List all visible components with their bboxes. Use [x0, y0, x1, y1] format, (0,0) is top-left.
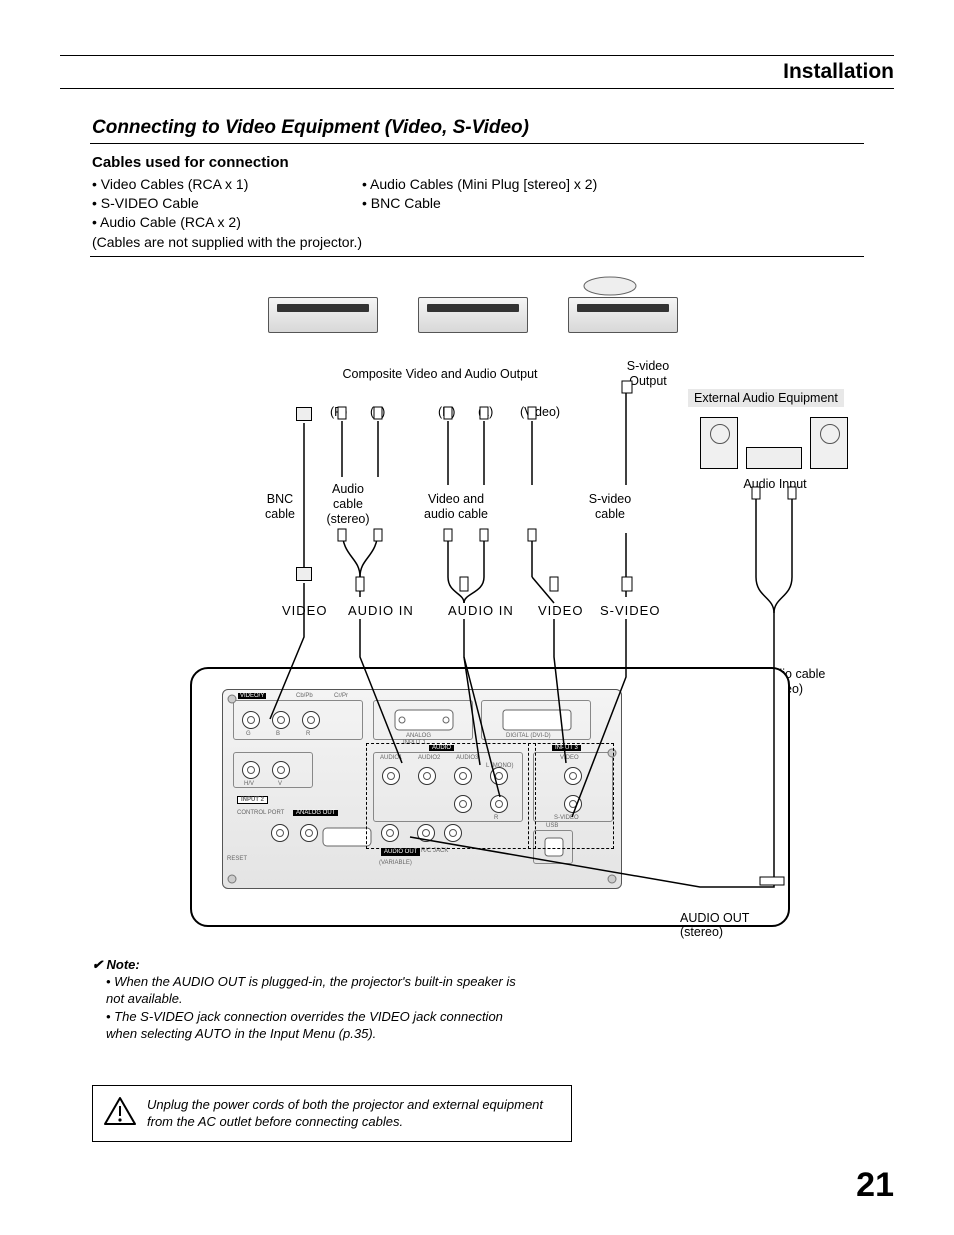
lbl-hv: H/V — [244, 781, 254, 787]
audio-out-label: AUDIO OUT(stereo) — [680, 911, 749, 939]
lbl-b: B — [276, 731, 280, 737]
port-audio-1: AUDIO IN — [348, 603, 414, 618]
lbl-digital: DIGITAL (DVI-D) — [506, 733, 551, 739]
header-section: Installation — [60, 60, 894, 84]
bnc-top — [296, 407, 312, 421]
lbl-control: CONTROL PORT — [237, 810, 284, 816]
port-video-1: VIDEO — [282, 603, 327, 618]
cables-note: (Cables are not supplied with the projec… — [92, 234, 894, 250]
note-item: • When the AUDIO OUT is plugged-in, the … — [106, 973, 536, 1008]
lbl-r: R — [306, 731, 310, 737]
composite-label: Composite Video and Audio Output — [310, 367, 570, 381]
ch-R-2: (R) — [438, 405, 455, 419]
lbl-analogout: ANALOG OUT — [293, 810, 338, 816]
audio-input-label: Audio Input — [730, 477, 820, 491]
callout-audio — [366, 743, 536, 849]
svideo-cable-label: S-video cable — [580, 492, 640, 522]
lbl-audioout: AUDIO OUT — [381, 848, 420, 856]
port-svideo: S-VIDEO — [600, 603, 660, 618]
cable-item: • Video Cables (RCA x 1) — [92, 175, 362, 194]
rule-top — [60, 55, 894, 56]
connection-diagram: Composite Video and Audio Output S-video… — [60, 277, 894, 947]
panel-input1: VIDEO/Y G B R Cb/Pb Cr/Pr — [233, 700, 363, 740]
rule-top-2 — [60, 88, 894, 89]
ch-L-2: (L) — [478, 405, 493, 419]
page-number: 21 — [856, 1166, 894, 1205]
cables-left-col: • Video Cables (RCA x 1) • S-VIDEO Cable… — [92, 175, 362, 232]
cables-columns: • Video Cables (RCA x 1) • S-VIDEO Cable… — [92, 175, 894, 232]
lbl-input1: VIDEO/Y — [238, 693, 266, 699]
cable-item: • Audio Cables (Mini Plug [stereo] x 2) — [362, 175, 632, 194]
note-heading: ✔ Note: — [92, 957, 894, 973]
amplifier — [746, 447, 802, 469]
lbl-g: G — [246, 731, 251, 737]
speaker-right — [810, 417, 848, 469]
audio-cable-stereo-label: Audio cable (stereo) — [318, 482, 378, 527]
lbl-reset: RESET — [227, 856, 247, 862]
video-audio-cable-label: Video and audio cable — [416, 492, 496, 522]
svideo-out-label: S-video Output — [608, 359, 688, 389]
warning-text: Unplug the power cords of both the proje… — [147, 1097, 543, 1130]
disc-lid-icon — [580, 275, 640, 297]
note-block: ✔ Note: • When the AUDIO OUT is plugged-… — [92, 957, 894, 1043]
rule-section — [90, 143, 864, 144]
rule-cables-end — [90, 256, 864, 257]
lbl-v: V — [278, 781, 282, 787]
panel-hv: H/V V — [233, 752, 313, 788]
ext-audio-label: External Audio Equipment — [688, 389, 844, 407]
cable-item: • BNC Cable — [362, 194, 632, 213]
page-title: Connecting to Video Equipment (Video, S-… — [92, 117, 894, 139]
ch-video: (Video) — [520, 405, 560, 419]
device-vcr — [268, 297, 378, 333]
lbl-variable: (VARIABLE) — [379, 860, 412, 866]
ch-R-1: (R) — [330, 405, 347, 419]
cable-item: • Audio Cable (RCA x 2) — [92, 213, 362, 232]
cables-right-col: • Audio Cables (Mini Plug [stereo] x 2) … — [362, 175, 632, 232]
panel-dvi: DIGITAL (DVI-D) — [481, 700, 591, 740]
port-audio-2: AUDIO IN — [448, 603, 514, 618]
callout-input3 — [528, 743, 614, 849]
bnc-cable-label: BNC cable — [256, 492, 304, 522]
ch-L-1: (L) — [370, 405, 385, 419]
warning-icon — [103, 1096, 137, 1126]
device-player — [418, 297, 528, 333]
bnc-bot — [296, 567, 312, 581]
lbl-cbpb: Cb/Pb — [296, 693, 313, 699]
port-video-2: VIDEO — [538, 603, 583, 618]
device-disc — [568, 297, 678, 333]
note-item: • The S-VIDEO jack connection overrides … — [106, 1008, 536, 1043]
lbl-analog: ANALOG — [406, 733, 431, 739]
cables-heading: Cables used for connection — [92, 154, 894, 171]
lbl-crpr: Cr/Pr — [334, 693, 348, 699]
lbl-input2: INPUT 2 — [237, 796, 268, 804]
warning-box: Unplug the power cords of both the proje… — [92, 1085, 572, 1142]
speaker-left — [700, 417, 738, 469]
cable-item: • S-VIDEO Cable — [92, 194, 362, 213]
panel-analog: ANALOG — [373, 700, 473, 740]
